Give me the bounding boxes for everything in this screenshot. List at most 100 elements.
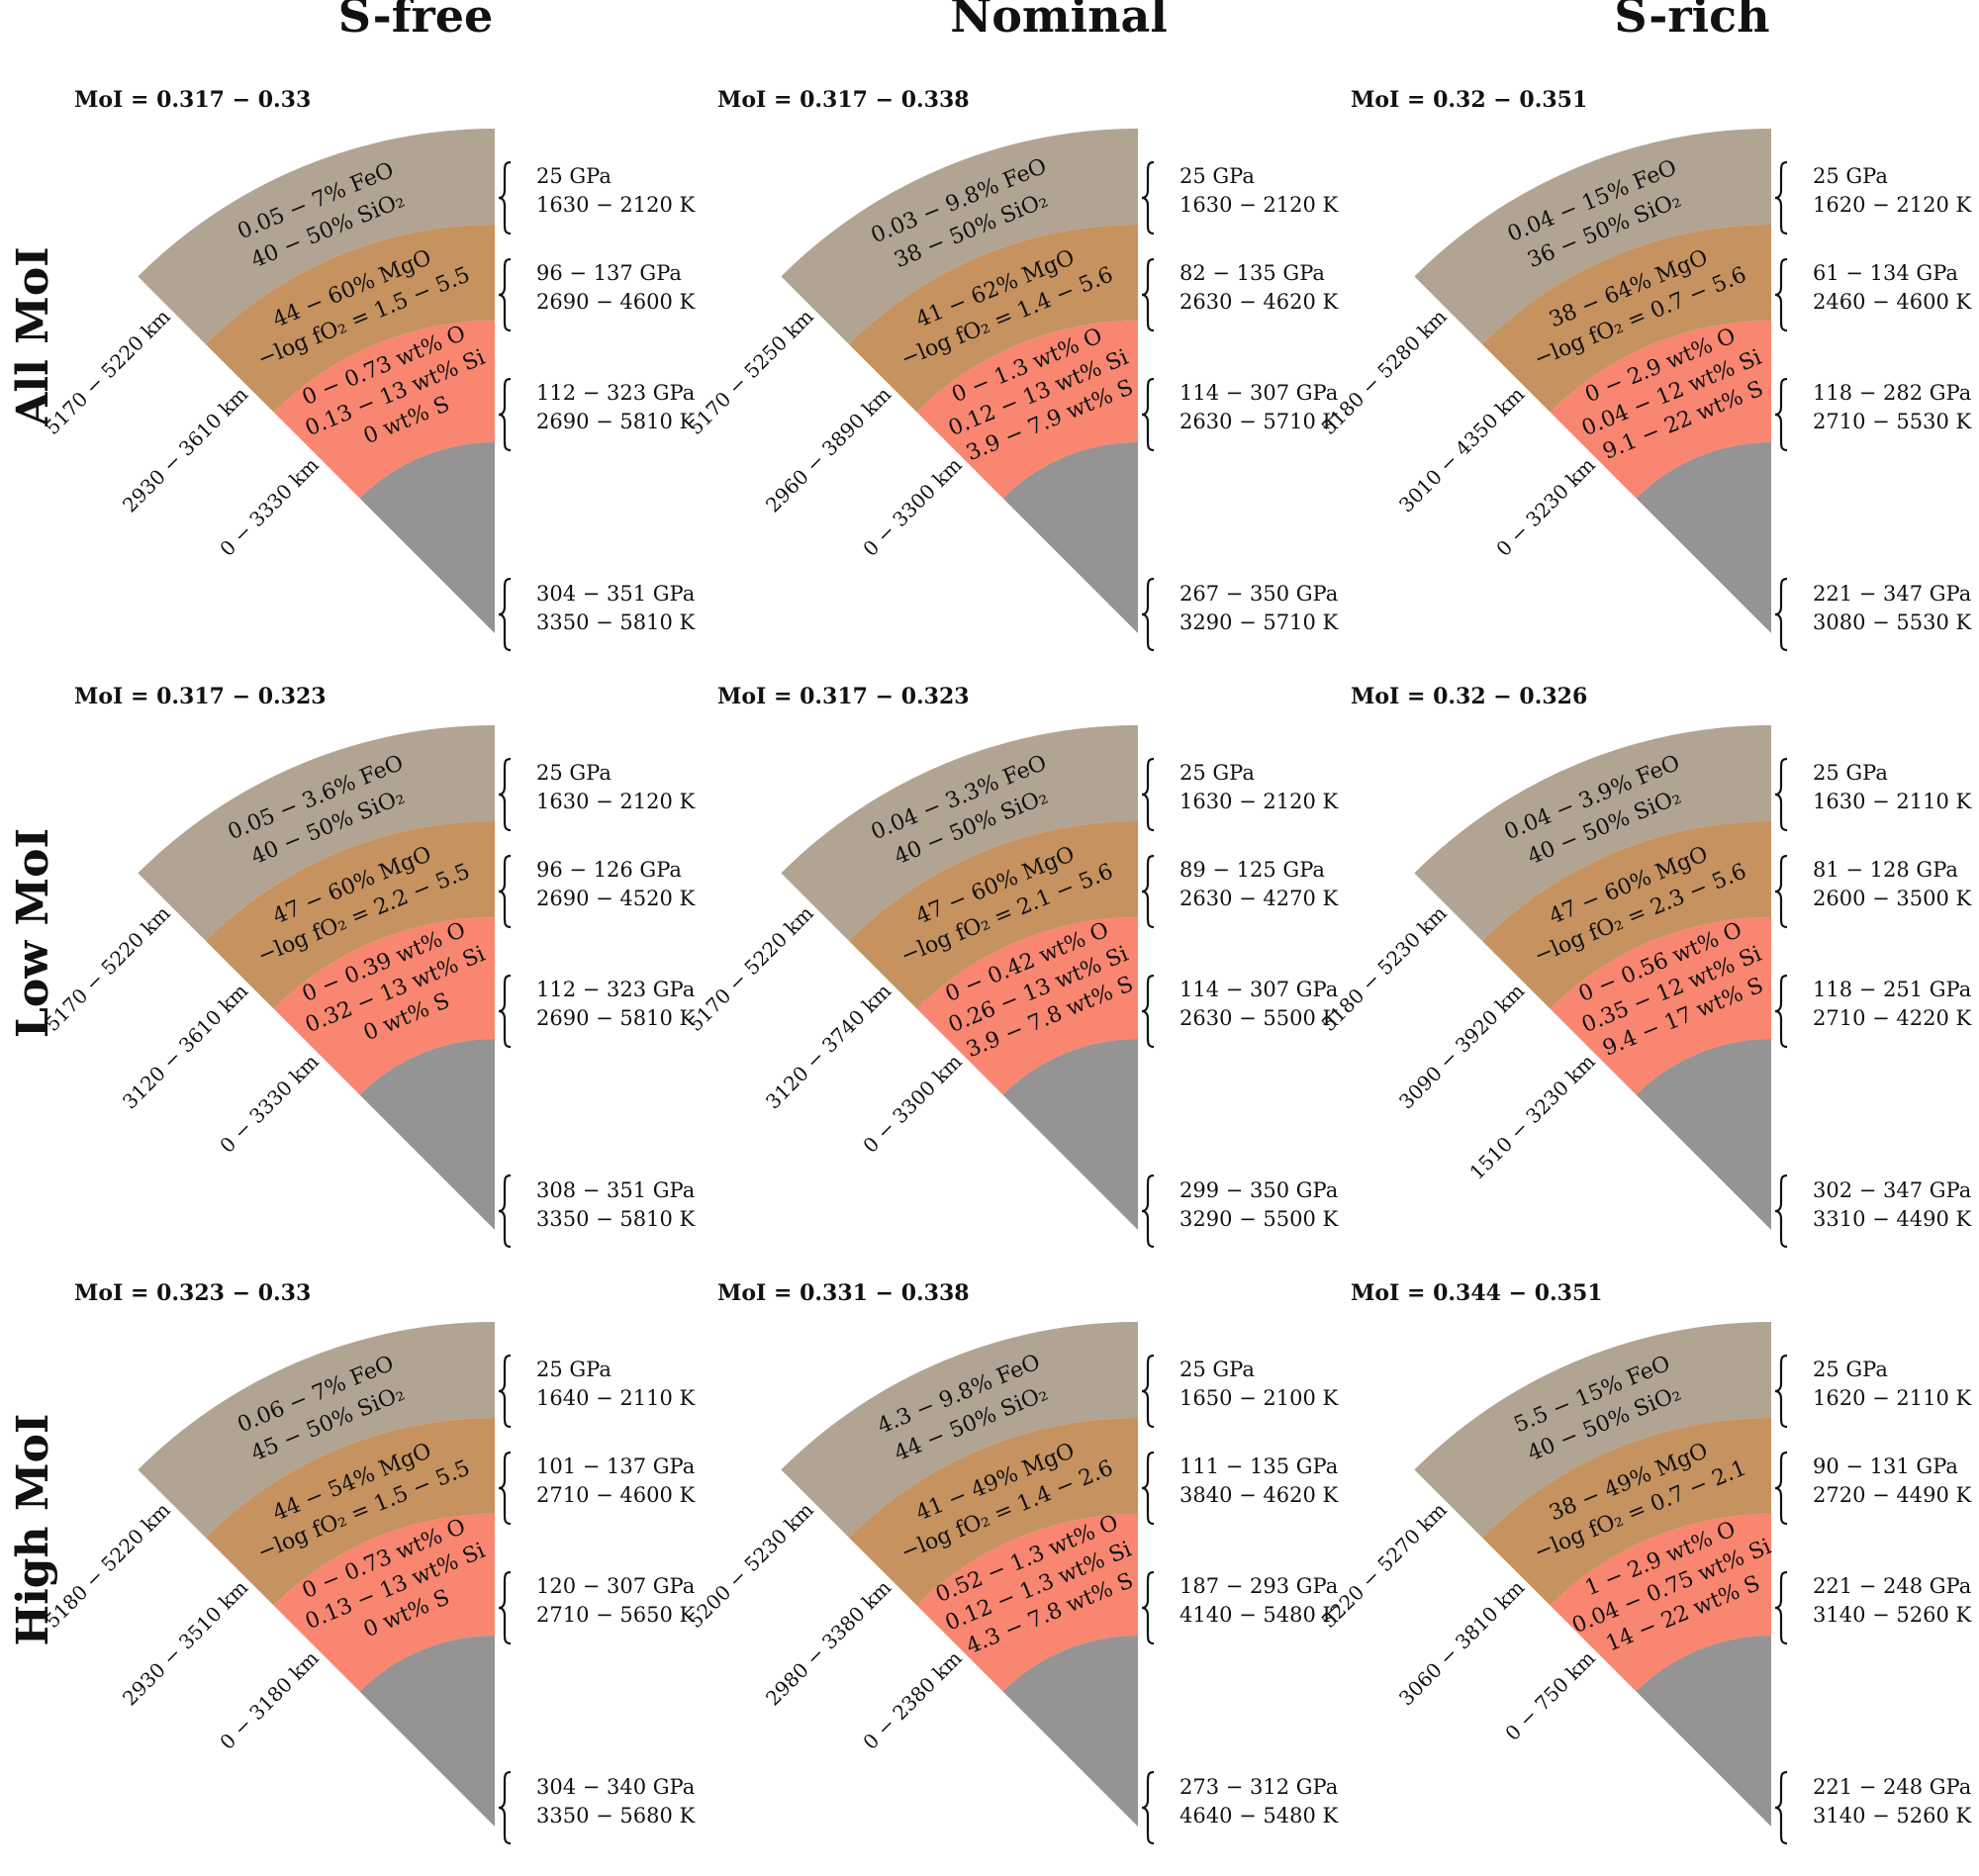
moi-label: MoI = 0.317 − 0.323 (74, 684, 327, 709)
radius-label: 0 − 3330 km (215, 453, 323, 561)
temperature-label: 3840 − 4620 K (1179, 1483, 1339, 1507)
temperature-label: 3080 − 5530 K (1813, 610, 1972, 634)
pressure-label: 89 − 125 GPa (1179, 858, 1325, 882)
column-title-2: S-rich (1614, 0, 1769, 43)
temperature-label: 1630 − 2120 K (1179, 790, 1339, 813)
boundary-brace (1141, 1173, 1155, 1249)
inner-core (359, 442, 495, 633)
temperature-label: 3350 − 5810 K (536, 610, 696, 634)
pressure-label: 90 − 131 GPa (1813, 1454, 1958, 1478)
temperature-label: 1630 − 2120 K (536, 790, 696, 813)
lower-mantle-layer (848, 225, 1138, 413)
upper-mantle-layer (1414, 725, 1771, 941)
pressure-label: 267 − 350 GPa (1179, 582, 1338, 606)
lower-mantle-layer (1481, 225, 1771, 413)
boundary-brace (498, 1770, 512, 1845)
inner-core (1636, 442, 1771, 633)
temperature-label: 4140 − 5480 K (1179, 1603, 1339, 1627)
outer-core-layer (273, 917, 495, 1095)
outer-core-layer (273, 321, 495, 499)
outer-core-layer (1550, 321, 1771, 499)
boundary-brace (1774, 1354, 1788, 1429)
column-title-1: Nominal (950, 0, 1168, 43)
pressure-label: 120 − 307 GPa (536, 1574, 695, 1598)
inner-core (359, 1636, 495, 1827)
moi-label: MoI = 0.344 − 0.351 (1351, 1280, 1603, 1306)
radius-label: 3090 − 3920 km (1394, 979, 1529, 1113)
boundary-brace (498, 1173, 512, 1249)
radius-label: 5180 − 5280 km (1316, 305, 1451, 439)
inner-core (1636, 1039, 1771, 1230)
boundary-brace (1141, 257, 1155, 332)
moi-label: MoI = 0.317 − 0.338 (717, 87, 970, 113)
outer-core-layer (273, 1514, 495, 1692)
temperature-label: 1650 − 2100 K (1179, 1386, 1339, 1410)
temperature-label: 2690 − 4600 K (536, 290, 696, 314)
boundary-brace (1774, 257, 1788, 332)
boundary-brace (1141, 160, 1155, 235)
pressure-label: 299 − 350 GPa (1179, 1178, 1338, 1202)
temperature-label: 2690 − 5810 K (536, 1006, 696, 1030)
radius-label: 0 − 3300 km (858, 453, 966, 561)
moi-label: MoI = 0.32 − 0.351 (1351, 87, 1587, 113)
lower-mantle-layer (848, 1417, 1138, 1606)
pressure-label: 118 − 282 GPa (1813, 381, 1971, 405)
temperature-label: 2630 − 4620 K (1179, 290, 1339, 314)
pressure-label: 221 − 248 GPa (1813, 1574, 1971, 1598)
temperature-label: 2690 − 4520 K (536, 887, 696, 910)
boundary-brace (1774, 577, 1788, 652)
boundary-brace (498, 1354, 512, 1429)
pressure-label: 101 − 137 GPa (536, 1454, 695, 1478)
temperature-label: 1620 − 2110 K (1813, 1386, 1972, 1410)
temperature-label: 2600 − 3500 K (1813, 887, 1972, 910)
outer-core-layer (1550, 917, 1771, 1095)
boundary-brace (1141, 1570, 1155, 1645)
pressure-label: 25 GPa (1179, 761, 1255, 785)
radius-label: 5180 − 5230 km (1316, 901, 1451, 1036)
boundary-brace (1141, 854, 1155, 929)
boundary-brace (1774, 1770, 1788, 1845)
boundary-brace (1774, 377, 1788, 452)
boundary-brace (498, 1570, 512, 1645)
pressure-label: 118 − 251 GPa (1813, 978, 1971, 1001)
temperature-label: 2630 − 4270 K (1179, 887, 1339, 910)
radius-label: 0 − 3230 km (1491, 453, 1599, 561)
inner-core (359, 1039, 495, 1230)
temperature-label: 4640 − 5480 K (1179, 1804, 1339, 1828)
boundary-brace (1774, 1451, 1788, 1526)
upper-mantle-layer (138, 1322, 495, 1538)
pressure-label: 96 − 137 GPa (536, 261, 682, 285)
upper-mantle-layer (781, 1322, 1138, 1538)
temperature-label: 2720 − 4490 K (1813, 1483, 1972, 1507)
pressure-label: 304 − 351 GPa (536, 582, 695, 606)
temperature-label: 1630 − 2110 K (1813, 790, 1972, 813)
pressure-label: 25 GPa (536, 164, 612, 188)
radius-label: 3120 − 3610 km (118, 979, 252, 1113)
upper-mantle-layer (1414, 1322, 1771, 1538)
temperature-label: 1630 − 2120 K (536, 193, 696, 217)
temperature-label: 3140 − 5260 K (1813, 1603, 1972, 1627)
pressure-label: 304 − 340 GPa (536, 1775, 695, 1799)
outer-core-layer (916, 321, 1138, 499)
radius-label: 2980 − 3380 km (761, 1575, 895, 1710)
boundary-brace (1774, 757, 1788, 832)
moi-label: MoI = 0.32 − 0.326 (1351, 684, 1587, 709)
radius-label: 5170 − 5220 km (40, 305, 174, 439)
pressure-label: 25 GPa (1813, 761, 1888, 785)
lower-mantle-layer (1481, 821, 1771, 1009)
temperature-label: 3350 − 5810 K (536, 1207, 696, 1231)
radius-label: 0 − 3330 km (215, 1050, 323, 1158)
temperature-label: 2710 − 5650 K (536, 1603, 696, 1627)
pressure-label: 96 − 126 GPa (536, 858, 682, 882)
column-title-0: S-free (338, 0, 494, 43)
row-title-1: Low MoI (8, 828, 58, 1038)
temperature-label: 2710 − 4220 K (1813, 1006, 1972, 1030)
pressure-label: 302 − 347 GPa (1813, 1178, 1971, 1202)
lower-mantle-layer (205, 821, 495, 1009)
upper-mantle-layer (781, 129, 1138, 344)
boundary-brace (1141, 577, 1155, 652)
outer-core-layer (916, 917, 1138, 1095)
